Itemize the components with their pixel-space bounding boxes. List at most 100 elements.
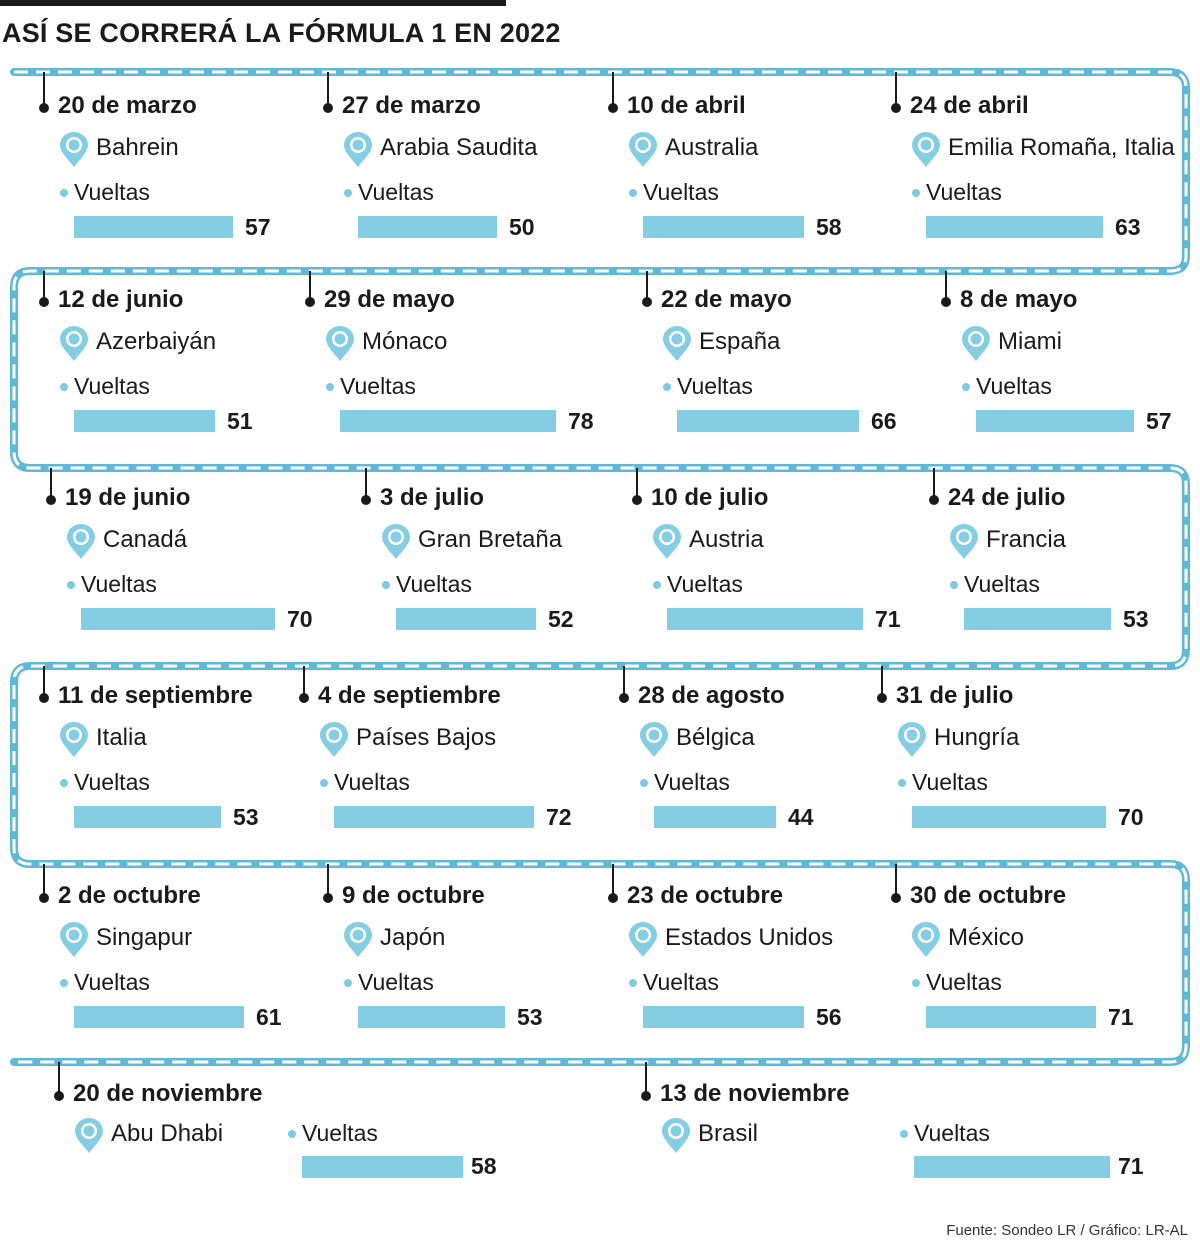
location-pin-icon — [326, 326, 354, 361]
laps-label: Vueltas — [74, 373, 150, 399]
laps-label: Vueltas — [340, 373, 416, 399]
race-date: 24 de julio — [948, 484, 1066, 511]
race-dot — [877, 693, 887, 703]
race-date: 31 de julio — [896, 682, 1014, 709]
race-place: Estados Unidos — [665, 924, 834, 951]
laps-value: 53 — [233, 804, 259, 830]
bullet-dot — [326, 383, 334, 391]
laps-bar — [302, 1156, 463, 1178]
race-date: 3 de julio — [380, 484, 485, 511]
race-date: 9 de octubre — [342, 882, 485, 909]
race-dot — [39, 297, 49, 307]
race-item: 20 de marzo Bahrein Vueltas 57 — [39, 72, 271, 240]
race-item: 27 de marzo Arabia Saudita Vueltas 50 — [323, 72, 537, 240]
laps-bar — [912, 806, 1106, 828]
laps-label: Vueltas — [914, 1120, 990, 1146]
race-dot — [54, 1091, 64, 1101]
race-dot — [632, 495, 642, 505]
location-pin-icon — [60, 722, 88, 757]
race-date: 19 de junio — [65, 484, 191, 511]
laps-label: Vueltas — [358, 969, 434, 995]
race-place: Abu Dhabi — [111, 1120, 224, 1147]
location-pin-icon — [912, 132, 940, 167]
race-stem — [895, 864, 897, 898]
race-stem — [881, 666, 883, 698]
location-pin-icon — [629, 922, 657, 957]
bullet-dot — [67, 581, 75, 589]
race-dot — [361, 495, 371, 505]
race-place: Bahrein — [96, 134, 179, 161]
race-stem — [303, 666, 305, 698]
laps-value: 61 — [256, 1004, 282, 1030]
laps-value: 58 — [471, 1153, 497, 1179]
location-pin-icon — [344, 922, 372, 957]
race-stem — [645, 1062, 647, 1096]
laps-label: Vueltas — [667, 571, 743, 597]
location-pin-icon — [653, 524, 681, 559]
race-place: Francia — [986, 526, 1067, 553]
location-pin-icon — [950, 524, 978, 559]
race-stem — [50, 468, 52, 500]
race-date: 12 de junio — [58, 286, 184, 313]
location-pin-icon — [60, 922, 88, 957]
race-stem — [58, 1062, 60, 1096]
race-stem — [612, 72, 614, 108]
race-item: 19 de junio Canadá Vueltas 70 — [46, 468, 313, 632]
bullet-dot — [898, 779, 906, 787]
laps-bar — [976, 410, 1134, 432]
location-pin-icon — [629, 132, 657, 167]
location-pin-icon — [662, 1118, 690, 1153]
laps-bar — [81, 608, 275, 630]
race-item: 28 de agosto Bélgica Vueltas 44 — [619, 666, 814, 830]
bullet-dot — [912, 189, 920, 197]
race-item: 11 de septiembre Italia Vueltas 53 — [39, 666, 259, 830]
laps-bar — [643, 1006, 804, 1028]
laps-bar — [677, 410, 859, 432]
laps-value: 70 — [1118, 804, 1144, 830]
race-item: 8 de mayo Miami Vueltas 57 — [941, 271, 1172, 434]
bullet-dot — [912, 979, 920, 987]
bullet-dot — [382, 581, 390, 589]
laps-bar — [964, 608, 1111, 630]
laps-label: Vueltas — [964, 571, 1040, 597]
laps-label: Vueltas — [302, 1120, 378, 1146]
race-place: Azerbaiyán — [96, 328, 217, 355]
race-stem — [309, 271, 311, 302]
laps-label: Vueltas — [81, 571, 157, 597]
race-dot — [642, 297, 652, 307]
laps-value: 53 — [1123, 606, 1149, 632]
race-stem — [612, 864, 614, 898]
laps-label: Vueltas — [976, 373, 1052, 399]
race-dot — [39, 693, 49, 703]
chart-title: ASÍ SE CORRERÁ LA FÓRMULA 1 EN 2022 — [2, 18, 561, 48]
race-stem — [945, 271, 947, 302]
bullet-dot — [629, 189, 637, 197]
race-place: España — [699, 328, 781, 355]
race-date: 8 de mayo — [960, 286, 1078, 313]
laps-label: Vueltas — [926, 969, 1002, 995]
laps-value: 51 — [227, 408, 253, 434]
race-date: 24 de abril — [910, 92, 1029, 119]
race-place: Hungría — [934, 724, 1020, 751]
location-pin-icon — [344, 132, 372, 167]
race-place: Canadá — [103, 526, 188, 553]
location-pin-icon — [663, 326, 691, 361]
race-item: 24 de abril Emilia Romaña, Italia Vueltas 6… — [891, 72, 1175, 240]
race-date: 20 de marzo — [58, 92, 197, 119]
laps-value: 52 — [548, 606, 574, 632]
race-dot — [46, 495, 56, 505]
race-stem — [365, 468, 367, 500]
laps-value: 71 — [875, 606, 901, 632]
race-stem — [636, 468, 638, 500]
race-date: 28 de agosto — [638, 682, 785, 709]
race-item: 29 de mayo Mónaco Vueltas 78 — [305, 271, 594, 434]
race-item: 13 de noviembre Brasil Vueltas 71 — [641, 1062, 1144, 1179]
race-place: Arabia Saudita — [380, 134, 538, 161]
bullet-dot — [663, 383, 671, 391]
location-pin-icon — [912, 922, 940, 957]
bullet-dot — [653, 581, 661, 589]
race-stem — [327, 864, 329, 898]
laps-bar — [74, 410, 215, 432]
race-dot — [305, 297, 315, 307]
